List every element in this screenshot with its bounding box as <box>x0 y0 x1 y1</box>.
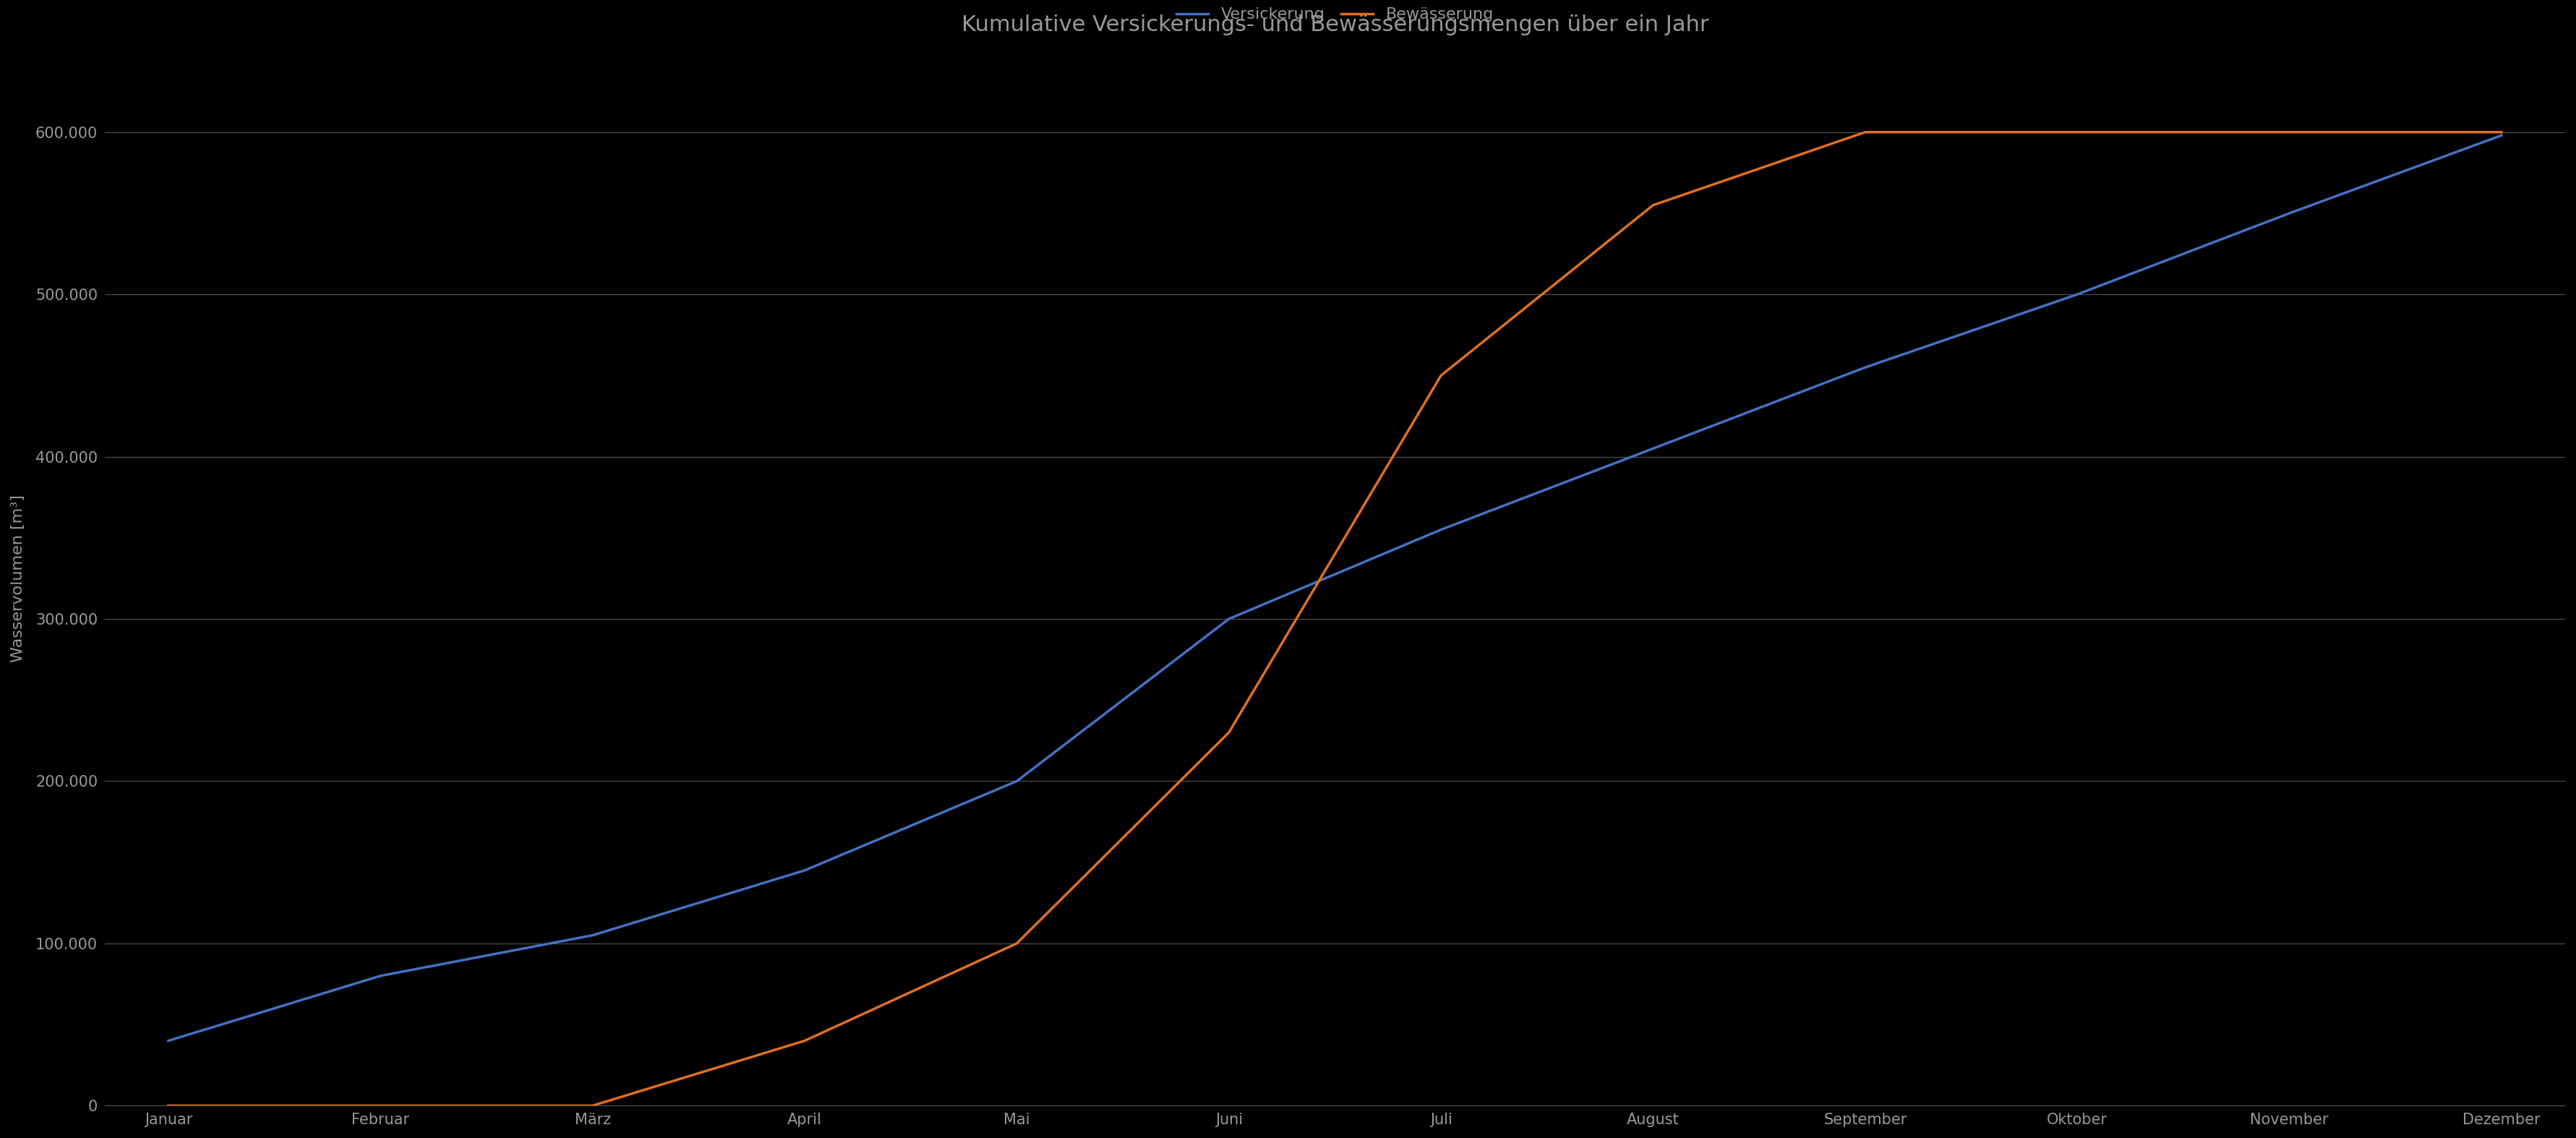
Bewässerung <box>366 1099 397 1113</box>
Line: Bewässerung: Bewässerung <box>167 132 2501 1106</box>
Line: Versickerung: Versickerung <box>167 135 2501 1041</box>
Versickerung <box>1638 442 1669 455</box>
Bewässerung <box>1425 369 1455 382</box>
Bewässerung <box>2275 125 2306 139</box>
Bewässerung <box>1002 937 1033 950</box>
Versickerung <box>577 929 608 942</box>
Versickerung <box>788 864 819 877</box>
Versickerung <box>1850 361 1880 374</box>
Versickerung <box>2061 288 2092 302</box>
Bewässerung <box>2061 125 2092 139</box>
Bewässerung <box>1638 198 1669 212</box>
Versickerung <box>366 970 397 983</box>
Bewässerung <box>1850 125 1880 139</box>
Bewässerung <box>152 1099 183 1113</box>
Bewässerung <box>2486 125 2517 139</box>
Bewässerung <box>788 1034 819 1048</box>
Versickerung <box>152 1034 183 1048</box>
Bewässerung <box>1213 726 1244 740</box>
Versickerung <box>2275 206 2306 220</box>
Versickerung <box>1002 774 1033 787</box>
Y-axis label: Wasservolumen [m³]: Wasservolumen [m³] <box>10 495 26 662</box>
Title: Kumulative Versickerungs- und Bewässerungsmengen über ein Jahr: Kumulative Versickerungs- und Bewässerun… <box>961 15 1708 35</box>
Versickerung <box>1425 522 1455 536</box>
Bewässerung <box>577 1099 608 1113</box>
Versickerung <box>2486 129 2517 142</box>
Versickerung <box>1213 612 1244 626</box>
Legend: Versickerung, Bewässerung: Versickerung, Bewässerung <box>1170 1 1499 28</box>
